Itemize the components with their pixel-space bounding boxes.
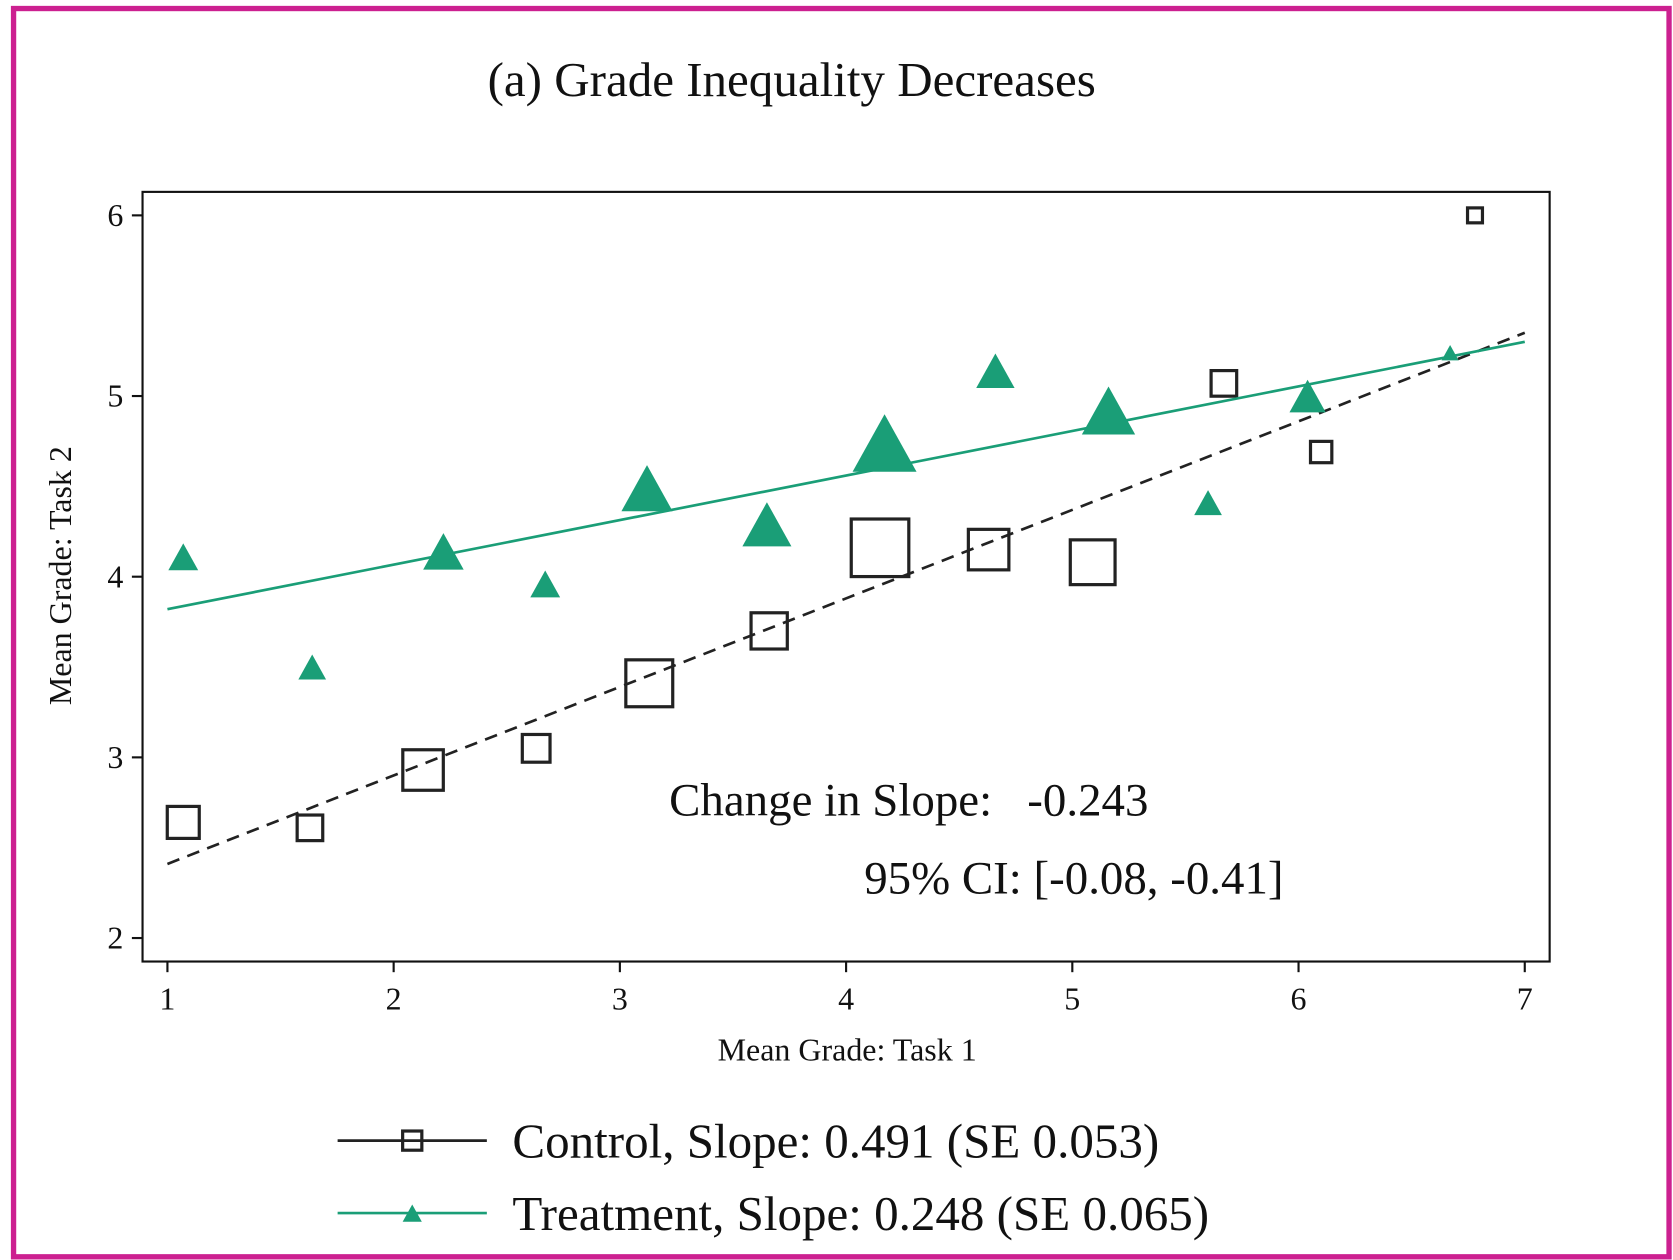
y-axis-label: Mean Grade: Task 2 [43, 446, 78, 705]
legend-label: Treatment, Slope: 0.248 (SE 0.065) [512, 1186, 1209, 1241]
y-tick-label: 5 [107, 379, 123, 414]
point [1081, 386, 1136, 435]
point [1465, 206, 1485, 225]
point [1441, 344, 1459, 361]
y-tick-label: 2 [107, 921, 123, 956]
point [966, 527, 1011, 572]
x-tick-label: 5 [1064, 981, 1080, 1016]
y-tick-label: 4 [107, 559, 123, 594]
legend-label: Control, Slope: 0.491 (SE 0.053) [512, 1114, 1159, 1169]
x-tick-label: 7 [1517, 981, 1533, 1016]
fit-line [166, 331, 1526, 866]
point [621, 465, 673, 512]
point [520, 732, 552, 764]
point [1194, 490, 1222, 516]
y-tick-label: 3 [107, 740, 123, 775]
point [852, 414, 917, 472]
annotation: 95% CI: [-0.08, -0.41] [864, 852, 1283, 904]
point [530, 570, 561, 598]
x-tick-label: 4 [838, 981, 854, 1016]
point [298, 654, 327, 680]
point [624, 658, 675, 709]
point [1308, 439, 1334, 465]
point [423, 533, 464, 570]
point [295, 813, 325, 843]
point [1209, 368, 1239, 398]
legend-marker [402, 1204, 422, 1222]
y-tick-label: 6 [107, 198, 123, 233]
fit-line [167, 340, 1526, 611]
legend-marker [401, 1129, 424, 1152]
chart-title: (a) Grade Inequality Decreases [488, 52, 1096, 107]
annotation: Change in Slope: -0.243 [669, 774, 1148, 826]
point [742, 502, 792, 547]
point [1289, 379, 1326, 413]
x-tick-label: 3 [612, 981, 628, 1016]
point [849, 517, 911, 579]
point [401, 748, 445, 792]
frame [10, 5, 1672, 1260]
x-axis-label: Mean Grade: Task 1 [718, 1033, 977, 1068]
x-tick-label: 6 [1291, 981, 1307, 1016]
point [1068, 538, 1117, 587]
x-tick-label: 2 [386, 981, 402, 1016]
point [165, 804, 201, 840]
point [168, 543, 199, 571]
plot-area [141, 190, 1551, 963]
point [749, 611, 789, 651]
x-tick-label: 1 [159, 981, 175, 1016]
point [976, 353, 1015, 389]
